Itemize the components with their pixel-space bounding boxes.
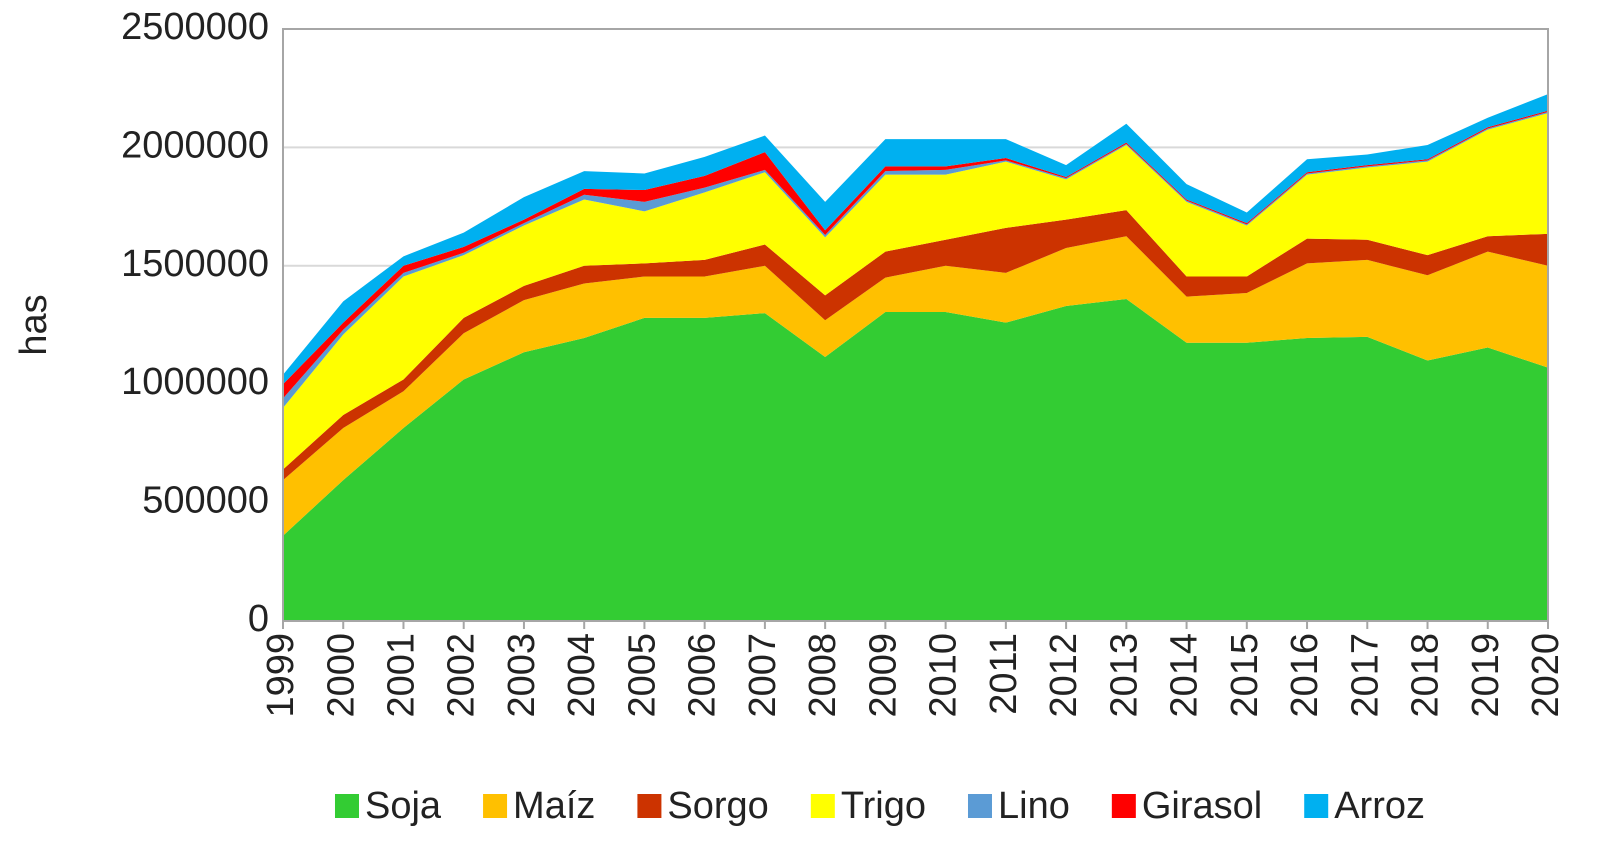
- y-tick-label: 1000000: [121, 361, 269, 403]
- legend-swatch: [1304, 794, 1329, 818]
- legend-swatch: [810, 794, 835, 818]
- x-tick-label: 2012: [1043, 633, 1085, 718]
- y-tick-label: 500000: [142, 480, 269, 522]
- x-tick-label: 2002: [441, 633, 483, 718]
- x-tick-label: 2004: [561, 633, 603, 718]
- legend-swatch: [334, 794, 359, 818]
- area: [283, 111, 1548, 408]
- x-tick-label: 1999: [260, 633, 302, 718]
- legend-swatch: [483, 794, 508, 818]
- x-tick-label: 2013: [1103, 633, 1145, 718]
- legend-label: Trigo: [841, 785, 926, 827]
- plot-border: [282, 28, 1549, 622]
- y-tick-label: 2500000: [121, 6, 269, 48]
- legend-swatch: [1111, 794, 1136, 818]
- area: [283, 210, 1548, 481]
- x-tick-label: 2006: [682, 633, 724, 718]
- x-tick-label: 2015: [1224, 633, 1266, 718]
- legend-label: Girasol: [1142, 785, 1262, 827]
- legend: Soja Maíz Sorgo Trigo Lino Girasol Arroz: [334, 785, 1425, 827]
- x-tick-label: 2008: [802, 633, 844, 718]
- area: [283, 298, 1548, 621]
- x-tick-label: 2009: [862, 633, 904, 718]
- legend-label: Soja: [365, 785, 442, 827]
- x-tick-label: 2014: [1164, 633, 1206, 718]
- legend-swatch: [967, 794, 992, 818]
- legend-label: Sorgo: [667, 785, 768, 827]
- legend-label: Arroz: [1334, 785, 1425, 827]
- x-tick-label: 2011: [983, 633, 1025, 715]
- area: [283, 94, 1548, 385]
- y-tick-label: 0: [248, 598, 269, 640]
- x-tick-label: 2017: [1344, 633, 1386, 718]
- x-tick-label: 2000: [320, 633, 362, 718]
- x-tick-label: 2020: [1525, 633, 1567, 718]
- x-tick-label: 2019: [1465, 633, 1507, 718]
- x-tick-label: 2003: [501, 633, 543, 718]
- legend-swatch: [637, 794, 662, 818]
- x-tick-label: 2005: [621, 633, 663, 718]
- x-tick-label: 2007: [742, 633, 784, 718]
- y-tick-label: 2000000: [121, 124, 269, 166]
- x-tick-label: 2001: [381, 633, 423, 718]
- area: [283, 110, 1548, 399]
- x-tick-label: 2016: [1284, 633, 1326, 718]
- area: [283, 236, 1548, 536]
- y-tick-label: 1500000: [121, 243, 269, 285]
- x-tick-label: 2010: [923, 633, 965, 718]
- legend-label: Maíz: [513, 785, 595, 827]
- x-tick-label: 2018: [1405, 633, 1447, 718]
- legend-label: Lino: [998, 785, 1070, 827]
- y-axis-label: has: [13, 294, 55, 355]
- area: [283, 113, 1548, 470]
